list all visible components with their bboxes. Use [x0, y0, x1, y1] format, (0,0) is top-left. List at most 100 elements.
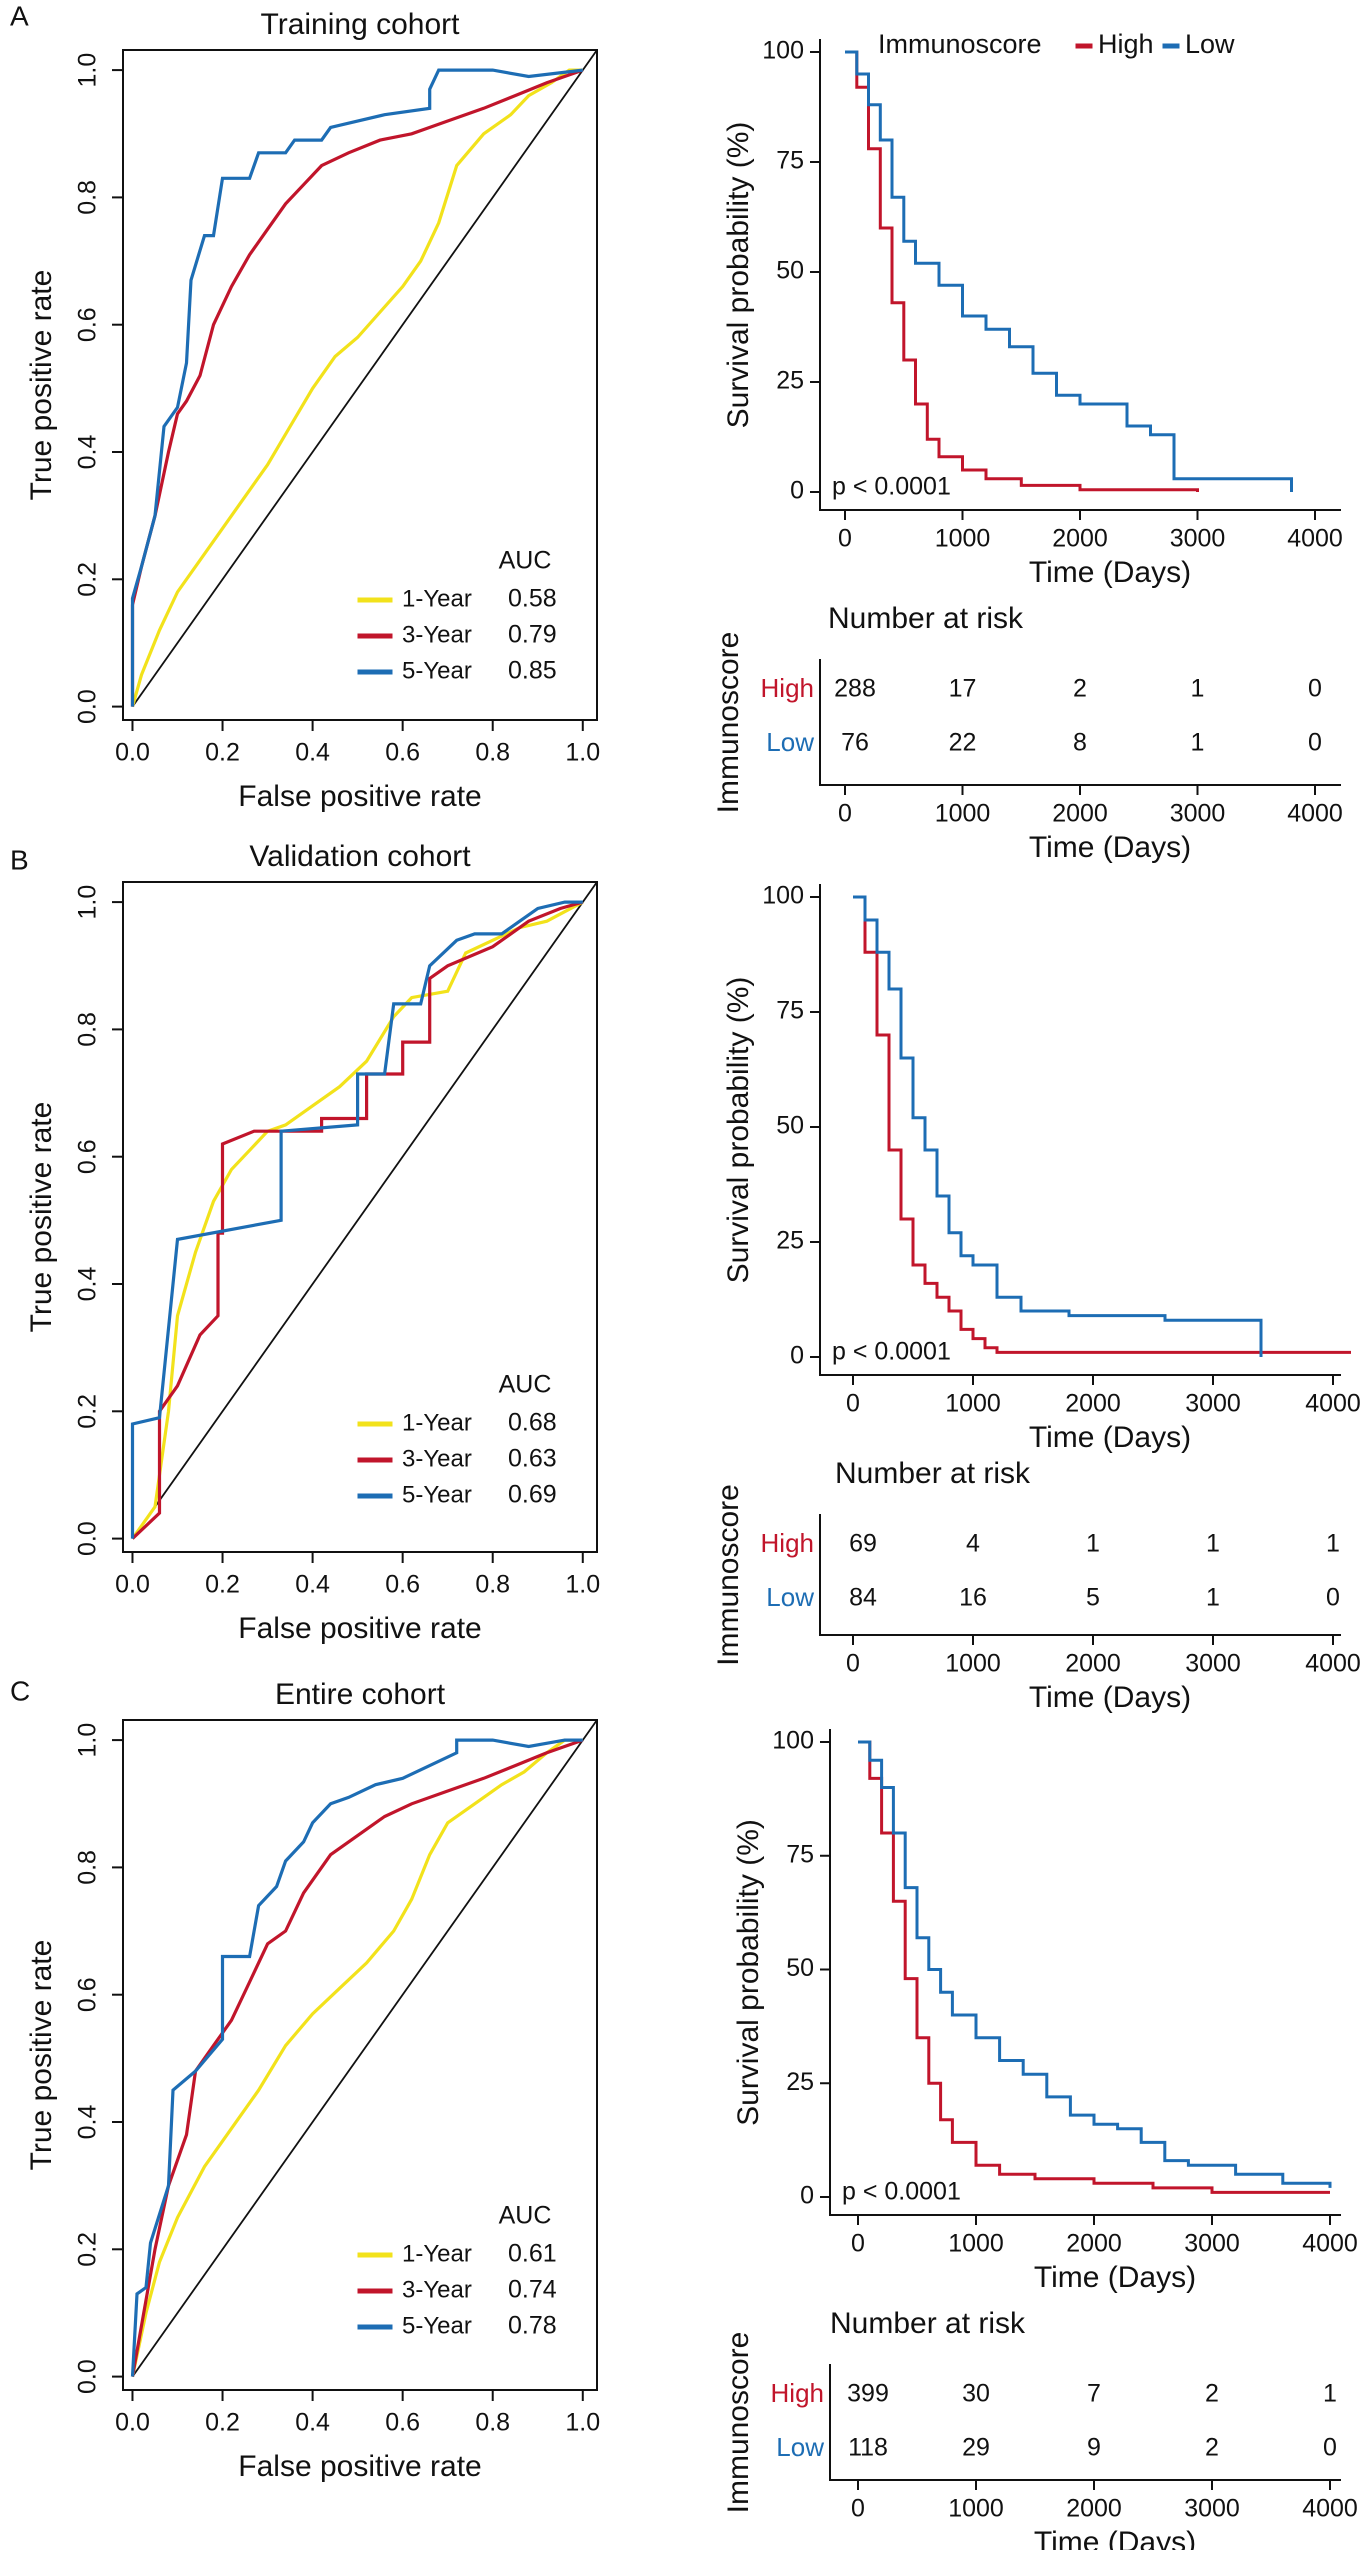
km-curve-high — [858, 1740, 1330, 2194]
roc-y-tick-label: 1.0 — [74, 885, 102, 920]
roc-y-tick-label: 0.2 — [74, 2232, 102, 2267]
risk-table-cell: 8 — [1073, 729, 1087, 757]
risk-table-cell: 7 — [1087, 2380, 1101, 2408]
roc-curve-5-year — [130, 900, 583, 1539]
risk-table-cell: 16 — [959, 1584, 987, 1612]
risk-table-cell: 22 — [949, 729, 977, 757]
roc-y-tick-label: 0.6 — [74, 1977, 102, 2012]
risk-table-group-label: High — [761, 1528, 814, 1558]
roc-y-tick-label: 0.4 — [74, 435, 102, 470]
roc-x-tick-label: 0.6 — [385, 739, 420, 767]
roc-legend-auc-value: 0.58 — [508, 585, 557, 613]
risk-table-A: Number at risk High 288 17 2 1 0 Low 76 22 8 1 0 0 100… — [712, 602, 1343, 864]
roc-x-tick-label: 0.2 — [205, 739, 240, 767]
roc-chart-A: Training cohort 0.0 0.0 0.2 0.2 0.4 0.4 0.6 0.6 0… — [25, 8, 600, 813]
roc-legend-label: 1-Year — [402, 2240, 472, 2267]
km-p-value: p < 0.0001 — [832, 473, 951, 501]
risk-table-cell: 1 — [1191, 675, 1205, 703]
risk-table-cell: 2 — [1205, 2434, 1219, 2462]
risk-table-cell: 0 — [1323, 2434, 1337, 2462]
roc-x-tick-label: 0.4 — [295, 2409, 330, 2437]
risk-table-title: Number at risk — [835, 1457, 1031, 1490]
km-y-tick-label: 100 — [762, 882, 804, 910]
km-y-tick-label: 25 — [786, 2068, 814, 2096]
km-y-tick-label: 50 — [776, 257, 804, 285]
roc-legend-label: 3-Year — [402, 2276, 472, 2303]
km-y-axis-label: Survival probability (%) — [722, 122, 755, 429]
roc-y-tick-label: 0.2 — [74, 562, 102, 597]
km-curve-low — [853, 895, 1263, 1357]
roc-x-axis-label: False positive rate — [238, 1612, 481, 1645]
risk-table-x-tick-label: 4000 — [1305, 1650, 1361, 1678]
risk-table-cell: 5 — [1086, 1584, 1100, 1612]
risk-table-x-tick-label: 3000 — [1185, 1650, 1241, 1678]
roc-legend-label: 1-Year — [402, 585, 472, 612]
roc-x-tick-label: 0.0 — [115, 1571, 150, 1599]
roc-reference-diagonal — [131, 49, 598, 708]
roc-y-tick-label: 0.4 — [74, 1267, 102, 1302]
roc-x-tick-label: 0.8 — [475, 739, 510, 767]
roc-chart-B: Validation cohort 0.0 0.0 0.2 0.2 0.4 0.4 0.6 0.… — [25, 840, 600, 1645]
km-curve-high — [845, 50, 1199, 492]
km-y-axis-label: Survival probability (%) — [722, 977, 755, 1284]
risk-table-x-tick-label: 1000 — [948, 2495, 1004, 2523]
roc-reference-diagonal — [131, 881, 598, 1540]
roc-legend-label: 3-Year — [402, 1445, 472, 1472]
roc-legend-auc-value: 0.85 — [508, 657, 557, 685]
risk-table-x-tick-label: 1000 — [945, 1650, 1001, 1678]
roc-curve-3-year — [131, 900, 584, 1540]
risk-table-group-label: High — [771, 2378, 824, 2408]
risk-table-x-axis-label: Time (Days) — [1029, 1681, 1191, 1714]
km-legend-title: Immunoscore — [878, 29, 1042, 59]
km-x-tick-label: 1000 — [945, 1390, 1001, 1418]
risk-table-C: Number at risk High 399 30 7 2 1 Low 118 29 9 2 0 0 10… — [722, 2307, 1358, 2550]
roc-x-tick-label: 1.0 — [565, 2409, 600, 2437]
risk-table-cell: 17 — [949, 675, 977, 703]
roc-x-axis-label: False positive rate — [238, 780, 481, 813]
roc-reference-diagonal — [131, 1719, 598, 2378]
roc-title: Validation cohort — [249, 840, 471, 873]
km-x-tick-label: 0 — [846, 1390, 860, 1418]
roc-curve-3-year — [130, 68, 584, 707]
risk-table-cell: 9 — [1087, 2434, 1101, 2462]
roc-x-tick-label: 0.6 — [385, 2409, 420, 2437]
km-y-tick-label: 25 — [776, 367, 804, 395]
panel-letter: B — [10, 844, 29, 875]
risk-table-group-label: Low — [766, 727, 814, 757]
risk-table-x-axis-label: Time (Days) — [1034, 2526, 1196, 2550]
km-x-tick-label: 0 — [851, 2230, 865, 2258]
roc-y-axis-label: True positive rate — [25, 1102, 58, 1333]
km-x-tick-label: 4000 — [1287, 525, 1343, 553]
km-x-axis-label: Time (Days) — [1034, 2261, 1196, 2294]
roc-x-tick-label: 0.4 — [295, 1571, 330, 1599]
risk-table-x-tick-label: 0 — [838, 800, 852, 828]
roc-y-tick-label: 0.0 — [74, 689, 102, 724]
risk-table-cell: 1 — [1323, 2380, 1337, 2408]
risk-table-cell: 1 — [1326, 1530, 1340, 1558]
km-legend-label-high: High — [1098, 29, 1154, 59]
roc-y-tick-label: 0.2 — [74, 1394, 102, 1429]
roc-legend-auc-value: 0.79 — [508, 621, 557, 649]
km-y-axis-label: Survival probability (%) — [732, 1819, 765, 2126]
km-y-tick-label: 0 — [790, 477, 804, 505]
risk-table-x-tick-label: 4000 — [1287, 800, 1343, 828]
roc-y-axis-label: True positive rate — [25, 1940, 58, 2171]
km-curve-high — [853, 895, 1351, 1354]
roc-legend-auc-value: 0.69 — [508, 1481, 557, 1509]
roc-x-tick-label: 1.0 — [565, 739, 600, 767]
risk-table-cell: 84 — [849, 1584, 877, 1612]
risk-table-x-tick-label: 4000 — [1302, 2495, 1358, 2523]
roc-y-tick-label: 0.8 — [74, 1850, 102, 1885]
roc-curve-1-year — [131, 900, 584, 1540]
risk-table-x-tick-label: 0 — [846, 1650, 860, 1678]
risk-table-title: Number at risk — [830, 2307, 1026, 2340]
roc-curve-3-year — [130, 1738, 584, 2377]
risk-table-x-tick-label: 1000 — [935, 800, 991, 828]
risk-table-cell: 0 — [1308, 675, 1322, 703]
km-x-tick-label: 3000 — [1170, 525, 1226, 553]
km-x-tick-label: 4000 — [1302, 2230, 1358, 2258]
roc-x-tick-label: 0.6 — [385, 1571, 420, 1599]
risk-table-group-axis-label: Immunoscore — [712, 632, 745, 814]
